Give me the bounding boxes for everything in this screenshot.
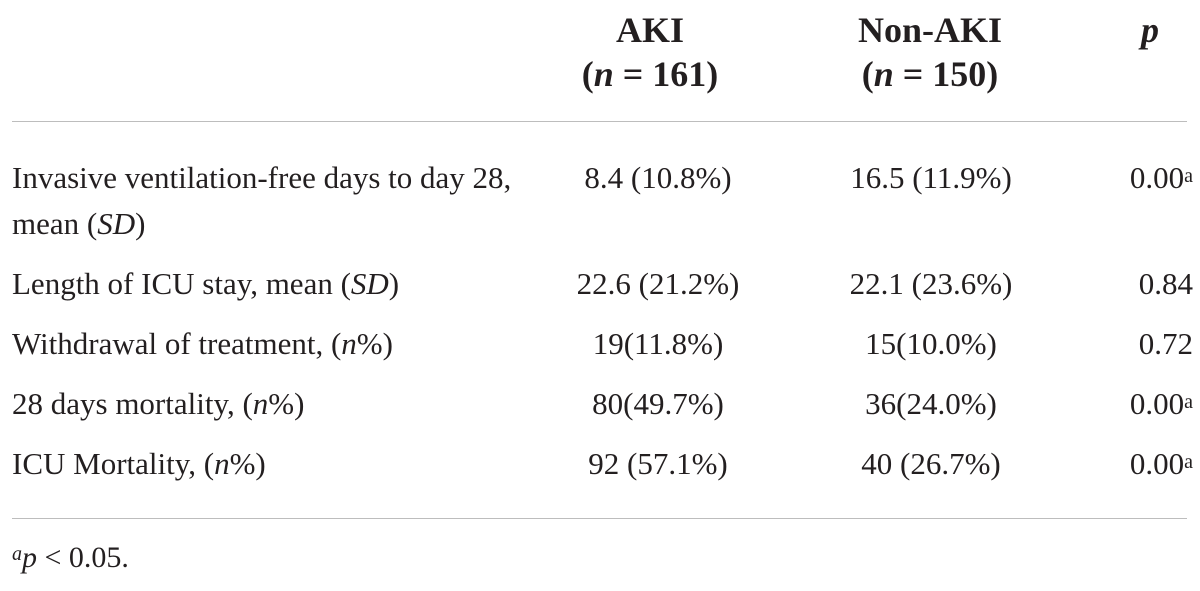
footnote: ap < 0.05.	[12, 541, 129, 574]
column-header-non-aki: Non-AKI (n = 150)	[800, 8, 1060, 96]
column-header-p: p	[1141, 10, 1159, 50]
column-header-non-aki-name: Non-AKI	[857, 10, 1003, 50]
table-row: 28 days mortality, (n%) 80(49.7%) 36(24.0%…	[12, 381, 1193, 441]
p-value: 0.00a	[1062, 441, 1193, 501]
non-aki-value: 16.5 (11.9%)	[850, 160, 1012, 195]
row-label: Length of ICU stay, mean (SD)	[12, 266, 400, 301]
aki-value: 19(11.8%)	[592, 326, 724, 361]
p-value-number: 0.84	[1138, 266, 1193, 301]
column-header-non-aki-count: (n = 150)	[861, 54, 999, 94]
p-value-number: 0.00	[1129, 446, 1185, 481]
table-row: ICU Mortality, (n%) 92 (57.1%) 40 (26.7%) 0…	[12, 441, 1193, 501]
aki-value: 8.4 (10.8%)	[584, 160, 732, 195]
footer-divider	[12, 518, 1187, 519]
p-value: 0.00a	[1062, 381, 1193, 441]
table-row: Invasive ventilation-free days to day 28…	[12, 155, 1193, 261]
row-label: Invasive ventilation-free days to day 28…	[12, 160, 512, 241]
table-row: Withdrawal of treatment, (n%) 19(11.8%) 15…	[12, 321, 1193, 381]
significance-mark: a	[1184, 391, 1193, 413]
non-aki-value: 36(24.0%)	[865, 386, 997, 421]
column-header-aki: AKI (n = 161)	[520, 8, 780, 96]
row-label: Withdrawal of treatment, (n%)	[12, 326, 393, 361]
p-value: 0.84	[1062, 261, 1193, 321]
significance-mark: a	[1184, 451, 1193, 473]
column-header-aki-name: AKI	[615, 10, 684, 50]
non-aki-value: 15(10.0%)	[865, 326, 997, 361]
p-value-number: 0.00	[1129, 160, 1185, 195]
outcomes-table: Invasive ventilation-free days to day 28…	[12, 155, 1193, 501]
significance-mark: a	[1184, 165, 1193, 187]
header-divider	[12, 121, 1187, 122]
aki-value: 92 (57.1%)	[588, 446, 728, 481]
row-label: 28 days mortality, (n%)	[12, 386, 305, 421]
column-header-aki-count: (n = 161)	[581, 54, 719, 94]
p-value-number: 0.72	[1138, 326, 1193, 361]
row-label: ICU Mortality, (n%)	[12, 446, 266, 481]
table-row: Length of ICU stay, mean (SD) 22.6 (21.2%…	[12, 261, 1193, 321]
aki-value: 22.6 (21.2%)	[576, 266, 740, 301]
p-value: 0.72	[1062, 321, 1193, 381]
non-aki-value: 40 (26.7%)	[861, 446, 1001, 481]
p-value: 0.00a	[1062, 155, 1193, 261]
p-value-number: 0.00	[1129, 386, 1185, 421]
aki-value: 80(49.7%)	[592, 386, 724, 421]
non-aki-value: 22.1 (23.6%)	[849, 266, 1013, 301]
